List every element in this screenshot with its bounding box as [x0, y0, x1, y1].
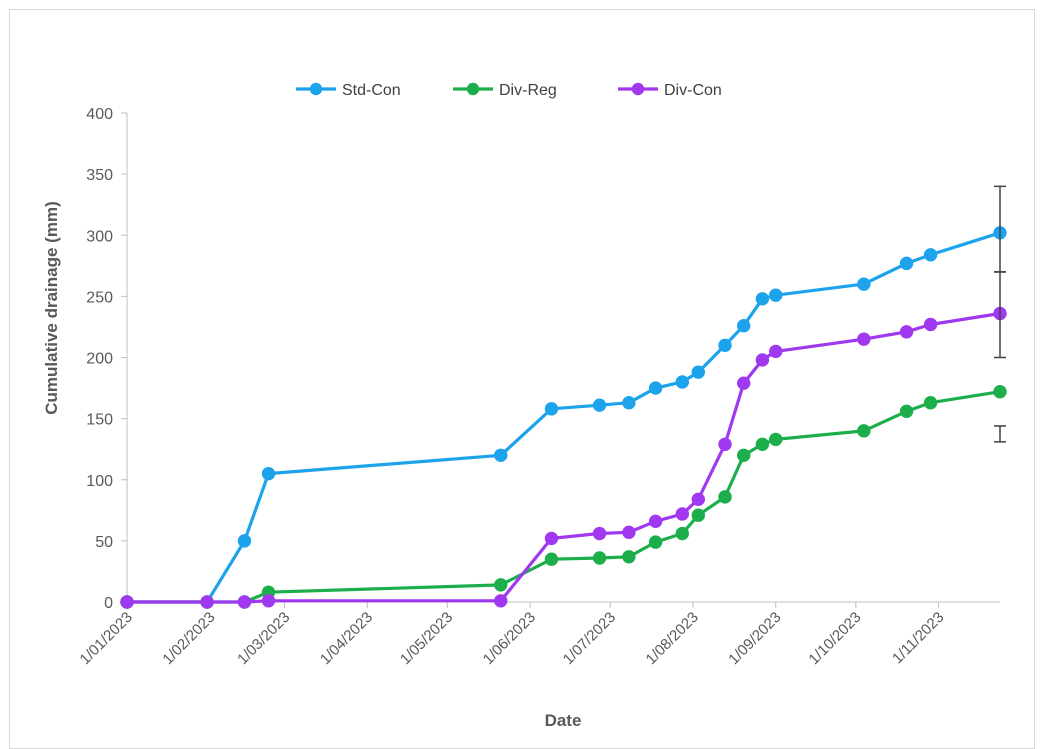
- y-axis-title: Cumulative drainage (mm): [42, 201, 61, 415]
- line-chart: Std-Con Div-Reg Div-Con 0 50 100 150 200 250 300…: [42, 82, 1007, 730]
- data-point: [993, 385, 1007, 399]
- data-point: [691, 492, 706, 507]
- data-point: [494, 578, 508, 592]
- data-point: [261, 466, 276, 481]
- data-point: [494, 448, 508, 462]
- x-tick-label: 1/07/2023: [560, 609, 619, 668]
- data-point: [622, 396, 636, 410]
- data-point: [675, 526, 690, 541]
- legend-label: Div-Reg: [499, 82, 557, 99]
- data-point: [648, 381, 663, 395]
- data-point: [691, 508, 706, 522]
- data-point: [261, 594, 276, 608]
- x-tick-label: 1/01/2023: [77, 609, 136, 668]
- data-point: [755, 437, 770, 451]
- data-point: [737, 319, 751, 333]
- data-point: [494, 594, 508, 608]
- legend-item-std-con: Std-Con: [296, 82, 401, 99]
- data-point: [857, 424, 871, 438]
- data-point: [857, 332, 871, 346]
- data-point: [923, 317, 938, 332]
- data-point: [544, 552, 559, 566]
- data-point: [755, 353, 770, 367]
- data-point: [648, 535, 663, 549]
- y-tick-label: 50: [95, 534, 113, 551]
- data-point: [755, 292, 770, 306]
- data-point: [675, 375, 690, 389]
- legend-item-div-reg: Div-Reg: [453, 82, 557, 99]
- y-tick-label: 350: [86, 167, 113, 184]
- x-tick-label: 1/02/2023: [159, 609, 218, 668]
- data-point: [675, 507, 690, 521]
- data-point: [769, 432, 783, 447]
- data-point: [592, 398, 607, 412]
- series-div-con: [120, 306, 1007, 609]
- x-axis: 1/01/2023 1/02/2023 1/03/2023 1/04/2023 1/05…: [77, 601, 1000, 668]
- series-layer: [120, 226, 1007, 609]
- legend-item-div-con: Div-Con: [618, 82, 722, 99]
- y-tick-label: 200: [86, 351, 113, 368]
- y-axis: 0 50 100 150 200 250 300 350 400: [86, 106, 128, 612]
- x-tick-label: 1/03/2023: [234, 609, 293, 668]
- data-point: [592, 551, 607, 565]
- legend-swatch-marker: [309, 82, 323, 96]
- x-tick-label: 1/06/2023: [480, 609, 539, 668]
- data-point: [544, 531, 559, 546]
- series-std-con: [120, 226, 1007, 609]
- series-line: [127, 390, 1001, 604]
- legend: Std-Con Div-Reg Div-Con: [296, 82, 722, 99]
- x-tick-label: 1/11/2023: [889, 609, 947, 667]
- y-tick-label: 0: [104, 595, 113, 612]
- data-point: [592, 526, 607, 541]
- data-point: [737, 376, 751, 390]
- data-point: [200, 595, 214, 609]
- data-point: [923, 248, 938, 262]
- y-tick-label: 250: [86, 289, 113, 306]
- legend-label: Std-Con: [342, 82, 401, 99]
- x-tick-label: 1/08/2023: [643, 609, 702, 668]
- data-point: [120, 595, 134, 609]
- y-tick-label: 300: [86, 228, 113, 245]
- legend-label: Div-Con: [664, 82, 722, 99]
- data-point: [718, 490, 732, 504]
- errorbar-layer: [994, 185, 1006, 443]
- data-point: [718, 437, 732, 451]
- error-bar: [994, 271, 1006, 359]
- data-point: [737, 448, 751, 462]
- x-tick-label: 1/10/2023: [805, 609, 864, 668]
- x-tick-label: 1/09/2023: [725, 609, 784, 668]
- data-point: [857, 277, 871, 291]
- data-point: [648, 514, 663, 529]
- data-point: [691, 365, 706, 379]
- data-point: [899, 404, 914, 418]
- data-point: [769, 288, 783, 302]
- data-point: [899, 256, 914, 271]
- data-point: [622, 525, 636, 540]
- series-div-reg: [120, 385, 1007, 609]
- data-point: [899, 325, 914, 339]
- data-point: [237, 534, 252, 548]
- data-point: [923, 396, 938, 410]
- error-bar: [994, 425, 1006, 443]
- y-tick-label: 400: [86, 106, 113, 123]
- x-tick-label: 1/04/2023: [317, 609, 376, 668]
- legend-swatch-marker: [466, 82, 480, 96]
- data-point: [544, 402, 559, 416]
- data-point: [769, 344, 783, 359]
- y-tick-label: 150: [86, 412, 113, 429]
- x-tick-label: 1/05/2023: [397, 609, 456, 668]
- legend-swatch-marker: [631, 82, 645, 96]
- data-point: [622, 550, 636, 564]
- x-axis-title: Date: [545, 711, 582, 730]
- data-point: [718, 338, 732, 352]
- y-tick-label: 100: [86, 473, 113, 490]
- data-point: [237, 595, 252, 609]
